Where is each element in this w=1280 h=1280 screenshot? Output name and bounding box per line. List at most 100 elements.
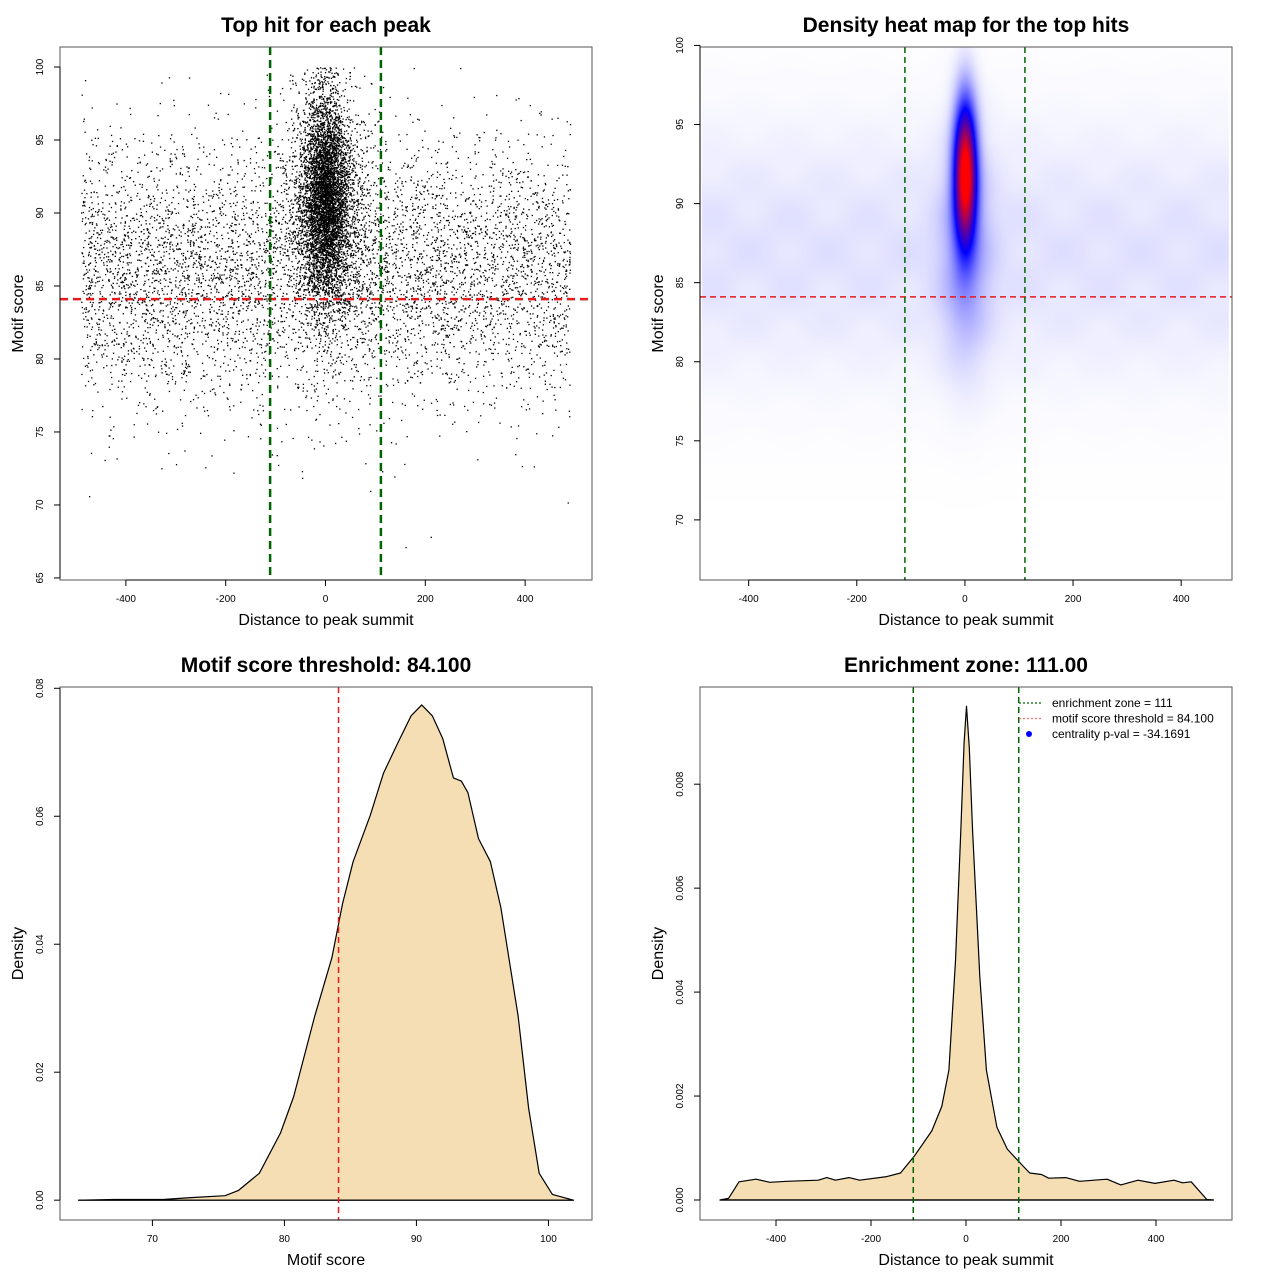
scatter-point — [113, 344, 115, 346]
scatter-point — [225, 321, 227, 323]
scatter-point — [385, 150, 387, 152]
scatter-point — [427, 244, 430, 247]
scatter-point — [135, 231, 137, 233]
scatter-point — [347, 344, 349, 346]
scatter-point — [281, 441, 283, 443]
scatter-point — [458, 329, 460, 331]
scatter-point — [193, 327, 196, 329]
scatter-point — [272, 207, 274, 209]
scatter-point — [391, 238, 394, 240]
scatter-point — [557, 209, 560, 211]
scatter-point — [186, 321, 188, 323]
scatter-point — [527, 133, 530, 135]
scatter-point — [502, 168, 504, 170]
scatter-point — [443, 311, 445, 314]
scatter-point — [255, 231, 257, 233]
scatter-point — [170, 372, 172, 374]
scatter-point — [144, 320, 146, 323]
scatter-point — [170, 359, 172, 361]
scatter-point — [481, 295, 484, 298]
scatter-point — [161, 82, 163, 84]
scatter-point — [334, 244, 336, 246]
scatter-point — [168, 270, 170, 273]
scatter-point — [220, 179, 222, 181]
scatter-point — [149, 326, 151, 329]
scatter-point — [373, 240, 375, 242]
scatter-point — [526, 274, 528, 276]
scatter-point — [121, 360, 123, 362]
scatter-point — [558, 322, 560, 325]
scatter-point — [553, 247, 556, 250]
scatter-point — [252, 202, 254, 204]
scatter-point — [237, 354, 239, 356]
scatter-point — [454, 258, 456, 260]
scatter-point — [548, 287, 550, 289]
scatter-point — [217, 246, 219, 248]
scatter-point — [106, 217, 109, 219]
scatter-point — [120, 281, 122, 284]
scatter-point — [167, 345, 169, 348]
scatter-point — [382, 309, 384, 311]
scatter-point — [386, 282, 388, 285]
scatter-point — [282, 248, 284, 250]
scatter-point — [403, 237, 405, 239]
scatter-point — [187, 235, 190, 237]
scatter-point — [109, 259, 111, 261]
scatter-point — [396, 215, 399, 217]
scatter-point — [319, 340, 322, 342]
scatter-point — [88, 159, 90, 162]
scatter-point — [301, 367, 303, 369]
scatter-point — [435, 162, 437, 164]
scatter-point — [446, 166, 448, 168]
scatter-point — [145, 406, 147, 408]
scatter-point — [178, 229, 180, 231]
scatter-point — [445, 282, 447, 284]
scatter-point — [311, 304, 313, 306]
scatter-point — [363, 276, 366, 278]
scatter-point — [530, 305, 533, 307]
scatter-point — [505, 353, 507, 355]
scatter-point — [363, 241, 365, 243]
scatter-point — [229, 202, 231, 205]
scatter-point — [445, 334, 447, 336]
scatter-point — [464, 230, 466, 232]
scatter-point — [143, 228, 145, 231]
scatter-point — [248, 234, 251, 237]
scatter-point — [308, 284, 310, 286]
scatter-point — [208, 357, 210, 359]
scatter-point — [95, 253, 97, 255]
scatter-point — [307, 171, 309, 173]
scatter-point — [99, 306, 101, 308]
scatter-point — [251, 264, 254, 266]
scatter-point — [250, 292, 253, 295]
scatter-point — [429, 266, 431, 268]
scatter-point — [362, 320, 364, 322]
scatter-point — [205, 189, 207, 191]
scatter-point — [222, 281, 224, 283]
scatter-point — [222, 296, 225, 298]
scatter-point — [133, 424, 135, 426]
scatter-point — [220, 341, 223, 343]
scatter-point — [455, 169, 457, 172]
scatter-point — [508, 208, 510, 210]
scatter-point — [264, 202, 266, 204]
scatter-point — [157, 270, 159, 272]
scatter-point — [381, 291, 383, 293]
scatter-point — [260, 424, 262, 426]
scatter-point — [249, 267, 251, 269]
scatter-point — [453, 288, 456, 290]
scatter-point — [206, 373, 208, 376]
scatter-point — [464, 253, 467, 255]
scatter-point — [491, 318, 493, 320]
scatter-point — [412, 287, 414, 289]
scatter-point — [492, 163, 494, 165]
scatter-point — [410, 288, 412, 290]
scatter-point — [300, 277, 302, 280]
scatter-point — [286, 222, 289, 225]
scatter-point — [387, 254, 389, 257]
scatter-point — [419, 225, 421, 227]
scatter-point — [256, 251, 258, 253]
scatter-point — [335, 251, 337, 253]
scatter-point — [418, 199, 420, 201]
scatter-point — [228, 93, 230, 95]
